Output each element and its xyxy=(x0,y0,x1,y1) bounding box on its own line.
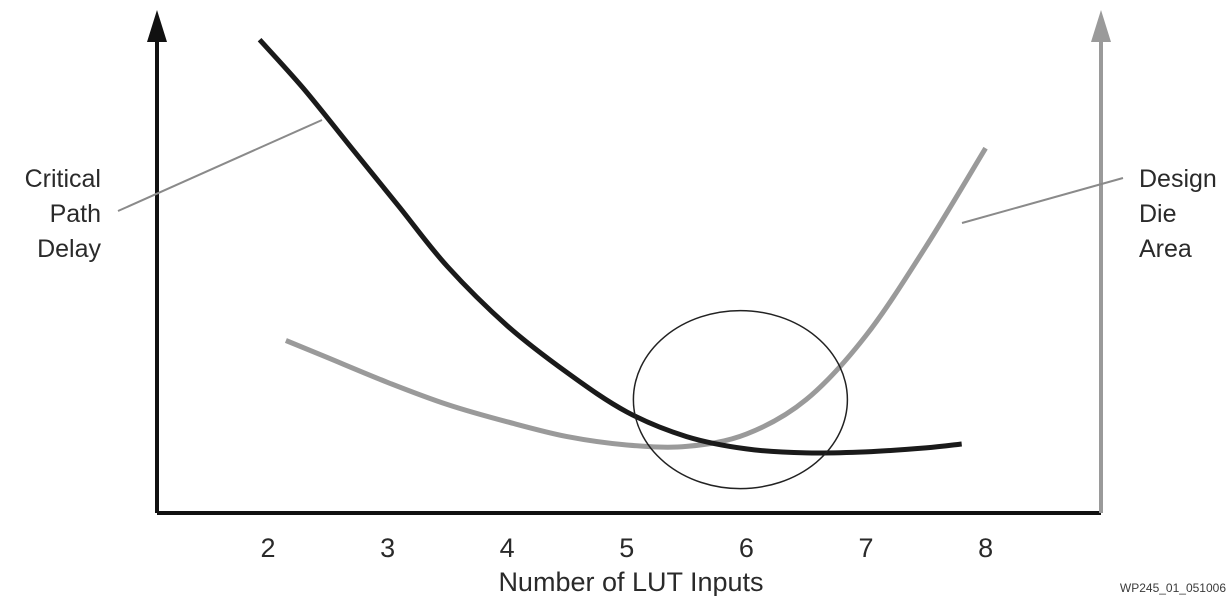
critical-path-delay-label: Critical Path Delay xyxy=(25,119,323,263)
x-tick-label-7: 7 xyxy=(858,533,873,563)
figure-id: WP245_01_051006 xyxy=(1120,581,1226,595)
x-tick-label-5: 5 xyxy=(619,533,634,563)
right-label-line-1: Design xyxy=(1139,165,1217,193)
x-tick-label-2: 2 xyxy=(260,533,275,563)
axes-group xyxy=(147,10,1111,515)
design-die-area-label: Design Die Area xyxy=(961,165,1217,263)
left-label-line-2: Path xyxy=(50,200,101,228)
x-tick-labels: 2 3 4 5 6 7 8 xyxy=(260,533,993,563)
critical-path-delay-leader-line xyxy=(117,119,323,212)
left-label-line-3: Delay xyxy=(37,235,101,263)
x-tick-label-6: 6 xyxy=(739,533,754,563)
x-tick-label-8: 8 xyxy=(978,533,993,563)
intersection-ellipse xyxy=(632,309,849,490)
x-tick-label-4: 4 xyxy=(500,533,515,563)
critical-path-delay-line xyxy=(257,38,962,456)
right-label-line-2: Die xyxy=(1139,200,1177,228)
x-tick-label-3: 3 xyxy=(380,533,395,563)
series-group xyxy=(257,38,988,456)
left-label-line-1: Critical xyxy=(25,165,101,193)
x-axis-title: Number of LUT Inputs xyxy=(498,567,763,596)
right-label-line-3: Area xyxy=(1139,235,1192,263)
left-y-axis-arrowhead xyxy=(147,10,167,42)
right-y-axis-arrowhead xyxy=(1091,10,1111,42)
design-die-area-leader-line xyxy=(961,177,1124,224)
